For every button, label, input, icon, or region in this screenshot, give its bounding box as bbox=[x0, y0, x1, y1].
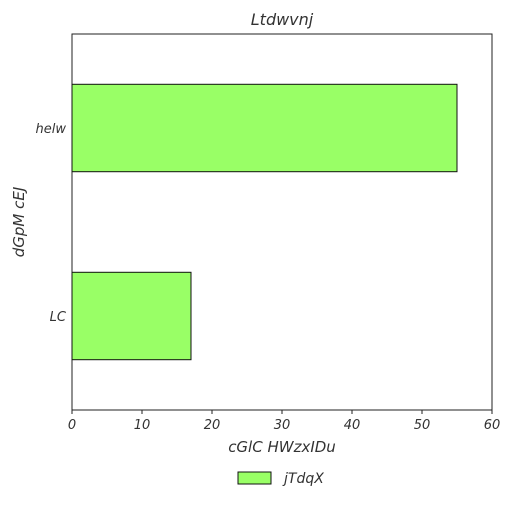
bar-lc bbox=[71, 271, 192, 361]
legend-label: jTdqX bbox=[282, 471, 324, 487]
legend: jTdqX bbox=[237, 471, 324, 487]
y-tick-label: LC bbox=[50, 310, 67, 325]
x-axis-label: cGlC HWzxIDu bbox=[228, 438, 336, 456]
bar-helw bbox=[71, 83, 458, 173]
x-tick-label: 10 bbox=[134, 418, 151, 433]
plot-area: helw LC 0 10 20 30 40 50 60 bbox=[36, 33, 501, 433]
x-tick-label: 50 bbox=[414, 418, 431, 433]
x-tick-label: 30 bbox=[274, 418, 291, 433]
y-axis-label: dGpM cEJ bbox=[10, 187, 28, 258]
x-tick-label: 20 bbox=[204, 418, 221, 433]
chart-title: Ltdwvnj bbox=[251, 10, 314, 29]
x-tick-label: 0 bbox=[68, 418, 76, 433]
x-tick-label: 40 bbox=[344, 418, 361, 433]
legend-swatch bbox=[237, 471, 272, 485]
y-tick-label: helw bbox=[36, 122, 67, 137]
x-tick-label: 60 bbox=[484, 418, 501, 433]
